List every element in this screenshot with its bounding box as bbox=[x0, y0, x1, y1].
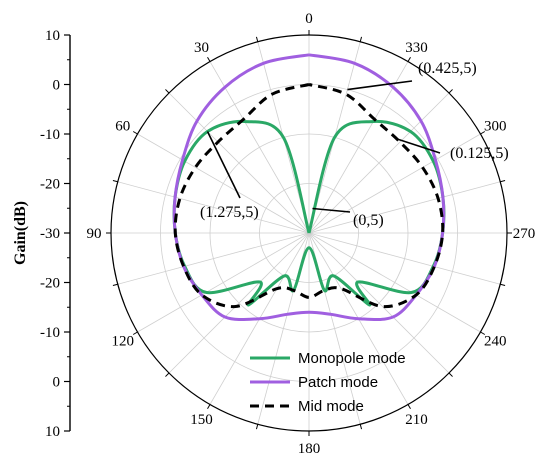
left-gain-axis: 10 0 -10 -20 -30 -20 -10 0 10 Gain(dB) bbox=[12, 28, 71, 440]
annotation-label: (0.125,5) bbox=[450, 145, 509, 162]
grid-spoke bbox=[308, 232, 481, 333]
angle-tick-mark bbox=[359, 424, 363, 430]
angle-tick-label: 240 bbox=[484, 334, 507, 350]
series-line-patch-mode bbox=[172, 53, 446, 322]
grid-spoke bbox=[137, 232, 310, 333]
angle-tick-mark bbox=[448, 372, 453, 377]
annotation-label: (1.275,5) bbox=[200, 204, 259, 221]
angle-tick-mark bbox=[132, 331, 138, 335]
angle-tick-label: 180 bbox=[298, 441, 321, 457]
series-line-mid-mode bbox=[173, 83, 445, 309]
gain-tick-label: -10 bbox=[40, 127, 60, 143]
gain-tick-label: 10 bbox=[45, 28, 60, 44]
angle-tick-mark bbox=[448, 89, 453, 94]
angle-tick-mark bbox=[165, 89, 170, 94]
gain-tick-label: 0 bbox=[53, 375, 61, 391]
grid-spoke bbox=[117, 181, 310, 234]
grid-spoke bbox=[117, 232, 310, 285]
angle-tick-mark bbox=[132, 131, 138, 135]
angle-tick-mark bbox=[500, 283, 506, 287]
angle-tick-label: 270 bbox=[513, 226, 536, 242]
gain-tick-label: -30 bbox=[40, 226, 60, 242]
legend-label: Mid mode bbox=[298, 398, 364, 415]
angle-tick-mark bbox=[207, 56, 211, 62]
angle-tick-mark bbox=[112, 179, 118, 183]
annotation-leader bbox=[206, 131, 241, 199]
annotation-leader bbox=[347, 80, 413, 91]
angle-tick-label: 90 bbox=[87, 226, 102, 242]
angle-tick-label: 120 bbox=[112, 334, 135, 350]
annotation-leader bbox=[396, 138, 441, 154]
gain-tick-label: 0 bbox=[53, 78, 61, 94]
grid-spoke bbox=[168, 92, 310, 234]
angle-tick-mark bbox=[165, 372, 170, 377]
angle-tick-label: 330 bbox=[405, 40, 428, 56]
legend-label: Patch mode bbox=[298, 374, 378, 391]
angle-tick-label: 210 bbox=[405, 412, 428, 428]
grid-spoke bbox=[308, 61, 409, 234]
series-line-monopole-mode bbox=[172, 119, 446, 307]
gain-tick-label: -20 bbox=[40, 276, 60, 292]
grid-spoke bbox=[308, 181, 501, 234]
grid-spoke bbox=[137, 133, 310, 234]
gain-tick-label: 10 bbox=[45, 424, 60, 440]
angle-tick-label: 150 bbox=[190, 412, 213, 428]
angle-tick-label: 300 bbox=[484, 119, 507, 135]
angle-tick-mark bbox=[359, 36, 363, 42]
grid-spoke bbox=[308, 232, 450, 374]
legend: Monopole mode Patch mode Mid mode bbox=[250, 350, 406, 415]
grid-spoke bbox=[168, 232, 310, 374]
angle-tick-label: 0 bbox=[305, 11, 313, 27]
annotation-leader bbox=[312, 207, 351, 213]
angle-tick-mark bbox=[407, 56, 411, 62]
grid-spoke bbox=[308, 133, 481, 234]
gain-tick-label: -10 bbox=[40, 325, 60, 341]
annotation-label: (0.425,5) bbox=[418, 60, 477, 77]
grid-spoke bbox=[209, 61, 310, 234]
polar-grid: 0 30 60 90 120 150 180 210 240 270 300 330 bbox=[87, 11, 536, 457]
angle-tick-label: 30 bbox=[194, 40, 209, 56]
angle-tick-mark bbox=[255, 424, 259, 430]
grid-spoke bbox=[308, 232, 501, 285]
angle-tick-mark bbox=[480, 131, 486, 135]
legend-label: Monopole mode bbox=[298, 350, 406, 367]
annotation-label: (0,5) bbox=[353, 212, 384, 229]
angle-tick-label: 60 bbox=[115, 119, 130, 135]
angle-tick-mark bbox=[407, 404, 411, 410]
angle-tick-mark bbox=[500, 179, 506, 183]
angle-tick-mark bbox=[255, 36, 259, 42]
y-axis-title: Gain(dB) bbox=[12, 201, 29, 265]
series-lines bbox=[172, 53, 446, 322]
angle-tick-mark bbox=[480, 331, 486, 335]
angle-tick-mark bbox=[207, 404, 211, 410]
annotations: (0.425,5) (0.125,5) (1.275,5) (0,5) bbox=[200, 60, 509, 229]
angle-tick-mark bbox=[112, 283, 118, 287]
gain-tick-label: -20 bbox=[40, 177, 60, 193]
